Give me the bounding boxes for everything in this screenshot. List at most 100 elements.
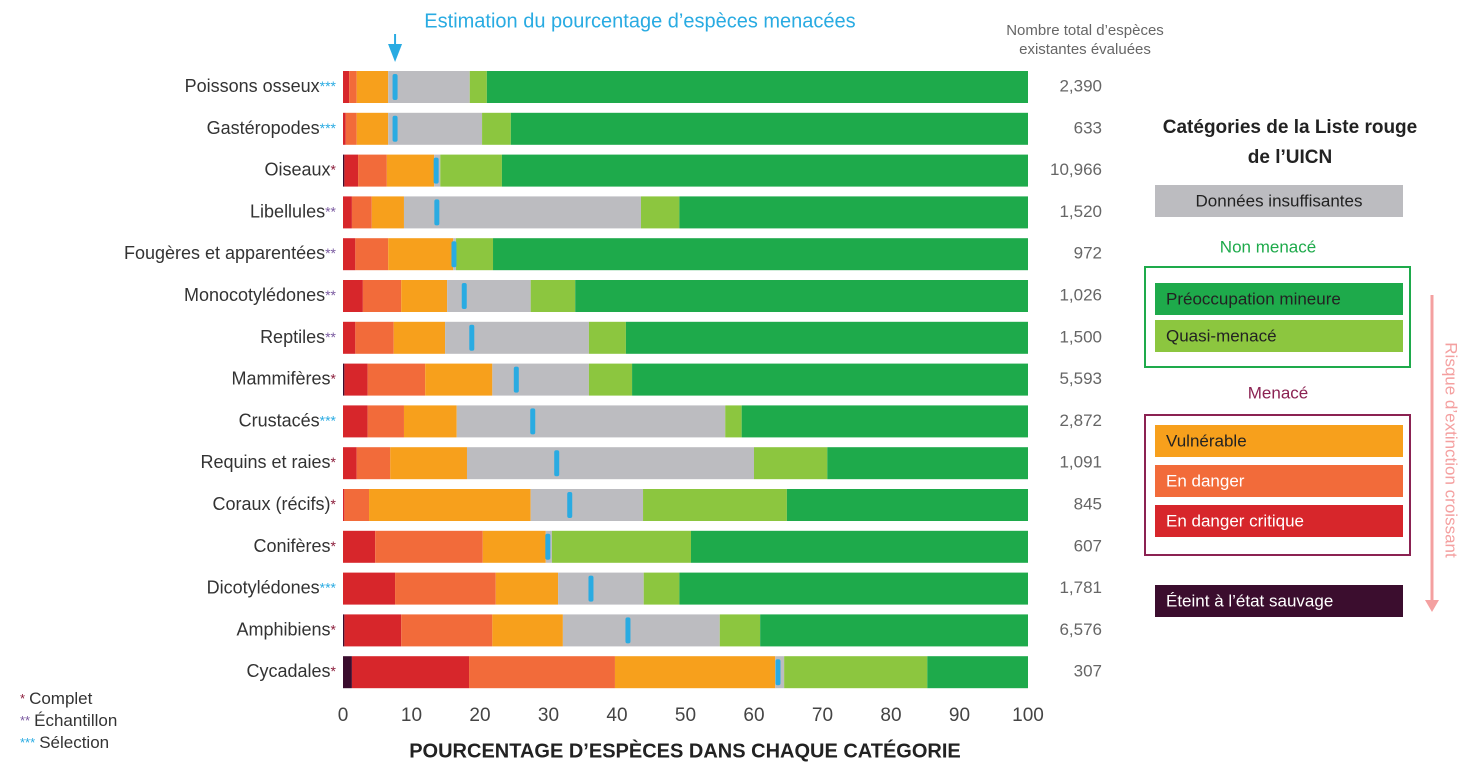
bar-segment bbox=[356, 71, 389, 103]
x-tick-label: 20 bbox=[469, 705, 490, 726]
bar-segment bbox=[786, 489, 1028, 521]
legend-label: Éteint à l’état sauvage bbox=[1166, 591, 1333, 610]
bar-segment bbox=[351, 656, 470, 689]
bar-segment bbox=[355, 238, 389, 271]
x-tick-label: 100 bbox=[1012, 705, 1044, 726]
threatened-marker bbox=[392, 115, 398, 142]
threatened-marker bbox=[625, 617, 631, 644]
bar-segment bbox=[456, 405, 726, 438]
threatened-marker bbox=[567, 492, 573, 518]
total-label: 972 bbox=[1074, 244, 1102, 263]
bar-segment bbox=[445, 321, 589, 354]
legend-swatch bbox=[1155, 283, 1403, 315]
bar-segment bbox=[343, 112, 346, 145]
bar-segment bbox=[349, 71, 357, 103]
sampling-marker: ** bbox=[325, 329, 336, 345]
x-axis-label: POURCENTAGE D’ESPÈCES DANS CHAQUE CATÉGO… bbox=[409, 739, 961, 762]
risk-label: Risque d’extinction croissant bbox=[1442, 342, 1461, 558]
bar-segment bbox=[351, 196, 372, 229]
category-name: Monocotylédones bbox=[184, 285, 325, 305]
legend-label: Quasi-menacé bbox=[1166, 326, 1277, 345]
threatened-marker bbox=[433, 157, 439, 184]
threatened-marker bbox=[554, 450, 560, 477]
sampling-legend: *** Sélection bbox=[20, 733, 109, 752]
bar-segment bbox=[492, 614, 563, 647]
category-label: Oiseaux* bbox=[265, 159, 337, 179]
category-name: Gastéropodes bbox=[207, 118, 320, 138]
legend-group: Non menacé bbox=[1220, 237, 1316, 256]
x-tick-label: 80 bbox=[880, 705, 901, 726]
category-label: Monocotylédones** bbox=[184, 285, 337, 305]
category-label: Fougères et apparentées** bbox=[124, 243, 337, 263]
bar-segment bbox=[343, 530, 376, 563]
bar-segment bbox=[679, 196, 1028, 229]
threatened-marker bbox=[469, 324, 475, 351]
bar-segment bbox=[388, 238, 454, 271]
sampling-marker: * bbox=[331, 663, 337, 679]
bar-segment bbox=[640, 196, 680, 229]
x-tick-label: 30 bbox=[538, 705, 559, 726]
category-name: Libellules bbox=[250, 201, 325, 221]
total-label: 633 bbox=[1074, 118, 1102, 137]
bar-segment bbox=[344, 154, 359, 187]
sampling-marker: *** bbox=[320, 120, 337, 136]
category-name: Requins et raies bbox=[200, 452, 330, 472]
bar-segment bbox=[343, 280, 363, 312]
bar-segment bbox=[343, 196, 352, 229]
total-label: 10,966 bbox=[1050, 160, 1102, 179]
bar-segment bbox=[632, 363, 1028, 396]
bar-segment bbox=[403, 196, 641, 229]
category-label: Cycadales* bbox=[247, 661, 337, 681]
total-label: 1,026 bbox=[1059, 285, 1102, 304]
legend-label: Préoccupation mineure bbox=[1166, 289, 1341, 308]
category-name: Amphibiens bbox=[236, 619, 330, 639]
bar-segment bbox=[343, 656, 352, 689]
bar-segment bbox=[343, 405, 368, 438]
bar-segment bbox=[386, 154, 435, 187]
total-label: 1,520 bbox=[1059, 202, 1102, 221]
sampling-marker: * bbox=[331, 538, 337, 554]
legend-swatch bbox=[1155, 505, 1403, 537]
x-tick-label: 40 bbox=[606, 705, 627, 726]
x-tick-label: 0 bbox=[338, 705, 349, 726]
bar-segment bbox=[390, 447, 467, 480]
category-name: Fougères et apparentées bbox=[124, 243, 325, 263]
category-label: Requins et raies* bbox=[200, 452, 336, 472]
category-name: Crustacés bbox=[239, 410, 320, 430]
bar-segment bbox=[927, 656, 1028, 689]
bar-segment bbox=[403, 405, 457, 438]
legend-label: Données insuffisantes bbox=[1196, 191, 1363, 210]
marker-title: Estimation du pourcentage d’espèces mena… bbox=[424, 10, 855, 32]
bar-segment bbox=[760, 614, 1028, 647]
category-label: Dicotylédones*** bbox=[207, 577, 337, 597]
bar-segment bbox=[588, 363, 633, 396]
legend-label: En danger critique bbox=[1166, 511, 1304, 530]
bar-segment bbox=[562, 614, 720, 647]
bar-segment bbox=[367, 363, 426, 396]
bar-segment bbox=[679, 572, 1028, 605]
total-label: 307 bbox=[1074, 662, 1102, 681]
category-name: Poissons osseux bbox=[185, 76, 320, 96]
totals-title: existantes évaluées bbox=[1019, 41, 1151, 58]
category-name: Dicotylédones bbox=[207, 577, 320, 597]
bar-segment bbox=[401, 614, 493, 647]
bar-segment bbox=[466, 447, 754, 480]
bar-segment bbox=[719, 614, 761, 647]
bar-segment bbox=[690, 530, 1028, 563]
bar-segment bbox=[754, 447, 828, 480]
threatened-marker bbox=[434, 199, 440, 226]
bar-segment bbox=[440, 154, 502, 187]
bar-segment bbox=[469, 71, 487, 103]
sampling-marker: *** bbox=[320, 412, 337, 428]
bar-segment bbox=[827, 447, 1028, 480]
threatened-marker bbox=[588, 575, 594, 602]
legend-label: En danger bbox=[1166, 471, 1245, 490]
category-name: Cycadales bbox=[247, 661, 331, 681]
total-label: 845 bbox=[1074, 494, 1102, 513]
sampling-marker: *** bbox=[320, 579, 337, 595]
category-label: Amphibiens* bbox=[236, 619, 336, 639]
category-label: Crustacés*** bbox=[239, 410, 337, 430]
bar-segment bbox=[588, 321, 626, 354]
total-label: 5,593 bbox=[1059, 369, 1102, 388]
